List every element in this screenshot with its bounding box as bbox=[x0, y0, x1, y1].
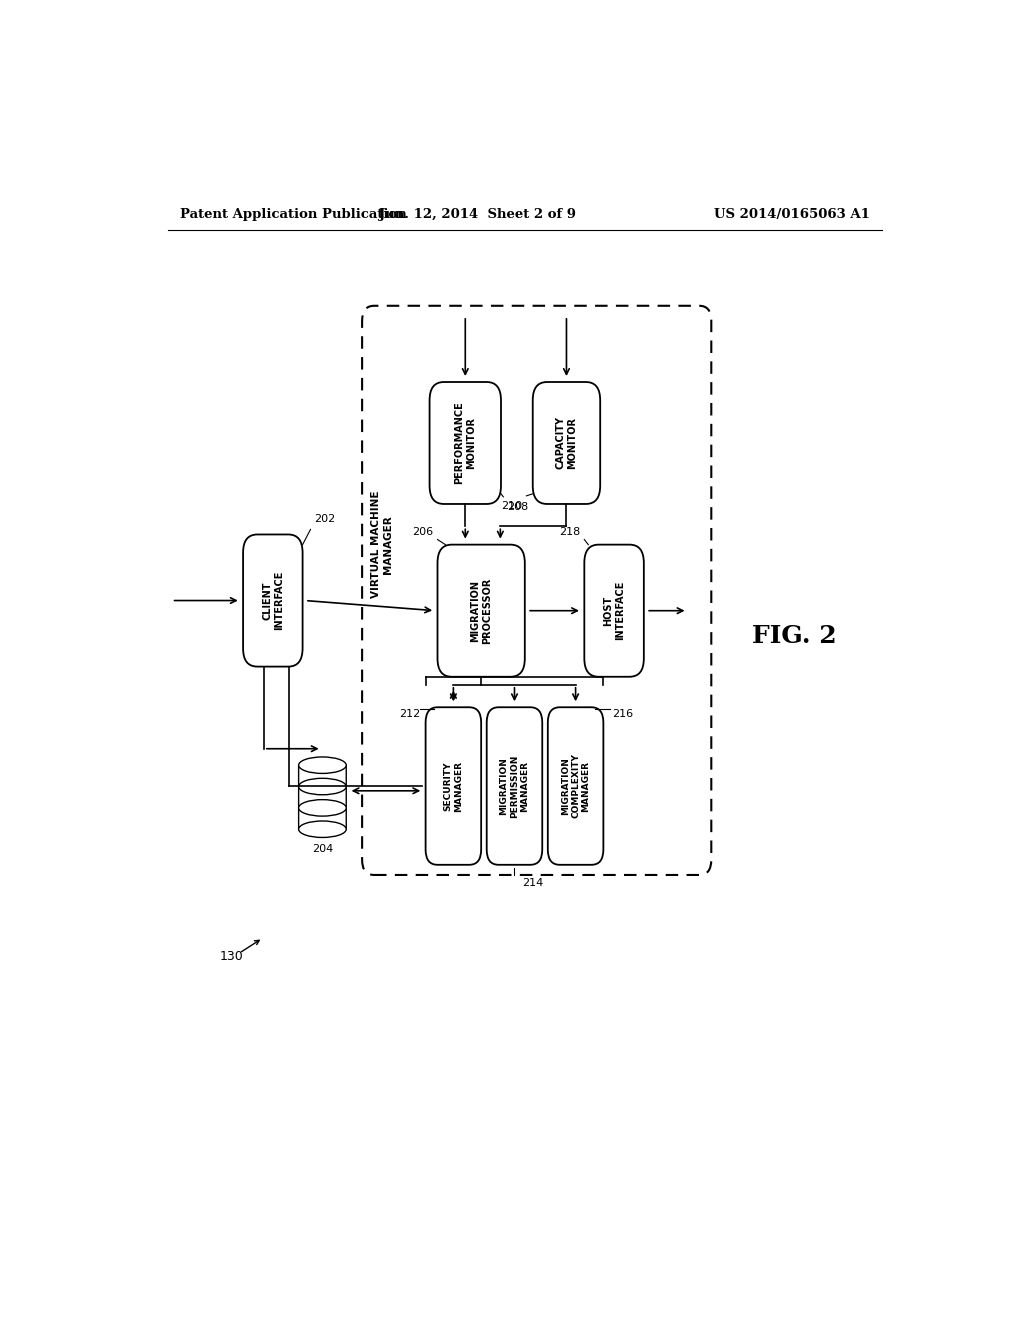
Text: 216: 216 bbox=[612, 709, 633, 719]
Text: Patent Application Publication: Patent Application Publication bbox=[179, 207, 407, 220]
FancyBboxPatch shape bbox=[362, 306, 712, 875]
FancyBboxPatch shape bbox=[299, 787, 346, 808]
Text: MIGRATION
PROCESSOR: MIGRATION PROCESSOR bbox=[470, 578, 492, 644]
FancyBboxPatch shape bbox=[548, 708, 603, 865]
Text: 130: 130 bbox=[219, 950, 243, 962]
Text: CAPACITY
MONITOR: CAPACITY MONITOR bbox=[556, 417, 578, 470]
Text: FIG. 2: FIG. 2 bbox=[753, 624, 837, 648]
Text: CLIENT
INTERFACE: CLIENT INTERFACE bbox=[262, 570, 284, 630]
Text: HOST
INTERFACE: HOST INTERFACE bbox=[603, 581, 625, 640]
Text: VIRTUAL MACHINE
MANAGER: VIRTUAL MACHINE MANAGER bbox=[371, 491, 393, 598]
Text: 204: 204 bbox=[311, 845, 333, 854]
Text: 210: 210 bbox=[502, 500, 522, 511]
Text: MIGRATION
COMPLEXITY
MANAGER: MIGRATION COMPLEXITY MANAGER bbox=[561, 754, 591, 818]
Text: PERFORMANCE
MONITOR: PERFORMANCE MONITOR bbox=[455, 401, 476, 484]
Text: 218: 218 bbox=[559, 527, 581, 536]
Ellipse shape bbox=[299, 779, 346, 795]
FancyBboxPatch shape bbox=[299, 766, 346, 787]
Text: 206: 206 bbox=[413, 527, 433, 536]
FancyBboxPatch shape bbox=[486, 708, 543, 865]
Text: US 2014/0165063 A1: US 2014/0165063 A1 bbox=[714, 207, 870, 220]
Ellipse shape bbox=[299, 756, 346, 774]
Text: 202: 202 bbox=[314, 515, 336, 524]
Text: 212: 212 bbox=[398, 709, 420, 719]
FancyBboxPatch shape bbox=[437, 545, 524, 677]
FancyBboxPatch shape bbox=[299, 808, 346, 829]
FancyBboxPatch shape bbox=[532, 381, 600, 504]
FancyBboxPatch shape bbox=[243, 535, 303, 667]
Ellipse shape bbox=[299, 821, 346, 837]
FancyBboxPatch shape bbox=[426, 708, 481, 865]
Text: MIGRATION
PERMISSION
MANAGER: MIGRATION PERMISSION MANAGER bbox=[500, 754, 529, 817]
Text: Jun. 12, 2014  Sheet 2 of 9: Jun. 12, 2014 Sheet 2 of 9 bbox=[379, 207, 575, 220]
Text: 214: 214 bbox=[522, 878, 544, 888]
FancyBboxPatch shape bbox=[585, 545, 644, 677]
Text: SECURITY
MANAGER: SECURITY MANAGER bbox=[443, 760, 463, 812]
Text: 208: 208 bbox=[507, 502, 528, 512]
FancyBboxPatch shape bbox=[430, 381, 501, 504]
Ellipse shape bbox=[299, 800, 346, 816]
